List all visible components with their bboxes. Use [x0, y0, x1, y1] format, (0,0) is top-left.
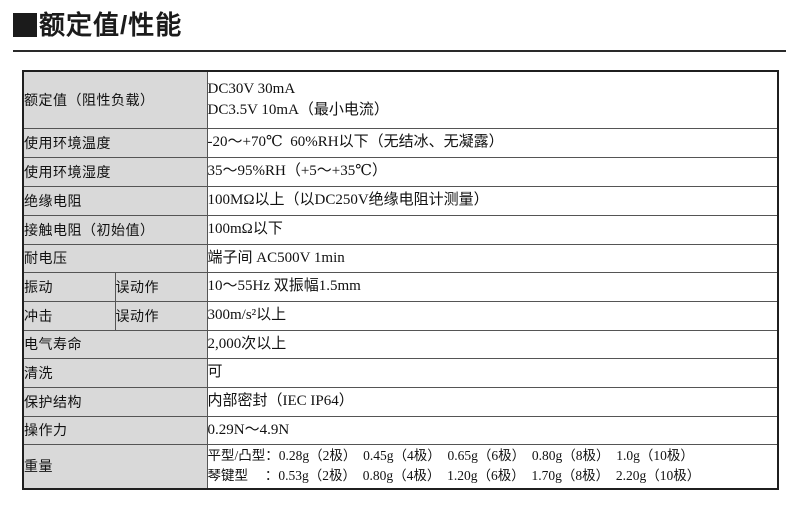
table-row: 清洗可 — [22, 357, 779, 388]
row-label: 耐电压 — [22, 243, 208, 273]
row-value: 2,000次以上 — [206, 329, 779, 359]
value-line: 端子间 AC500V 1min — [207, 249, 345, 266]
row-value: DC30V 30mA DC3.5V 10mA（最小电流） — [206, 70, 779, 129]
value-line: 300m/s²以上 — [207, 307, 287, 323]
table-row: 绝缘电阻 100MΩ以上（以DC250V绝缘电阻计测量） — [22, 185, 779, 216]
table-row: 重量 平型/凸型：0.28g（2极） 0.45g（4极） 0.65g（6极） 0.… — [22, 443, 779, 490]
row-label: 使用环境湿度 — [22, 156, 208, 187]
value-line: 0.29N～4.9N — [207, 421, 290, 438]
value-line: -20～+70℃ 60%RH以下（无结冰、无凝露） — [207, 134, 504, 150]
section-header: 额定值/性能 — [13, 11, 182, 39]
row-sublabel: 误动作 — [114, 271, 208, 302]
row-label: 电气寿命 — [22, 329, 208, 359]
value-line: DC30V 30mA — [207, 80, 296, 97]
table-row: 额定值（阻性负载） DC30V 30mA DC3.5V 10mA（最小电流） — [22, 70, 779, 129]
table-row: 电气寿命 2,000次以上 — [22, 329, 779, 359]
table-row: 操作力 0.29N～4.9N — [22, 415, 779, 445]
row-value: -20～+70℃ 60%RH以下（无结冰、无凝露） — [206, 127, 779, 158]
row-value: 100MΩ以上（以DC250V绝缘电阻计测量） — [206, 185, 779, 216]
value-line: 10～55Hz 双振幅1.5mm — [207, 278, 361, 294]
row-value: 300m/s²以上 — [206, 300, 779, 331]
row-label: 额定值（阻性负载） — [22, 70, 208, 129]
row-value: 端子间 AC500V 1min — [206, 243, 779, 273]
table-row: 耐电压 端子间 AC500V 1min — [22, 243, 779, 273]
row-label: 绝缘电阻 — [22, 185, 208, 216]
row-label: 冲击 — [22, 300, 116, 331]
row-label: 接触电阻（初始值） — [22, 214, 208, 245]
title-rule — [13, 50, 786, 52]
value-line: 琴键型 ：0.53g（2极） 0.80g（4极） 1.20g（6极） 1.70g… — [207, 468, 701, 484]
table-row: 振动 误动作 10～55Hz 双振幅1.5mm — [22, 271, 779, 302]
row-sublabel: 误动作 — [114, 300, 208, 331]
section-marker-icon — [13, 13, 37, 37]
row-value: 10～55Hz 双振幅1.5mm — [206, 271, 779, 302]
row-value: 100mΩ以下 — [206, 214, 779, 245]
value-line: 100mΩ以下 — [207, 221, 283, 237]
row-value: 0.29N～4.9N — [206, 415, 779, 445]
table-row: 使用环境湿度 35～95%RH（+5～+35℃） — [22, 156, 779, 187]
value-line: 内部密封（IEC IP64） — [207, 393, 354, 409]
value-line: 2,000次以上 — [207, 335, 287, 352]
row-label: 操作力 — [22, 415, 208, 445]
row-label: 保护结构 — [22, 386, 208, 417]
value-line: DC3.5V 10mA（最小电流） — [207, 101, 389, 118]
table-row: 使用环境温度 -20～+70℃ 60%RH以下（无结冰、无凝露） — [22, 127, 779, 158]
table-row: 接触电阻（初始值） 100mΩ以下 — [22, 214, 779, 245]
value-line: 平型/凸型：0.28g（2极） 0.45g（4极） 0.65g（6极） 0.80… — [207, 448, 694, 464]
row-label: 清洗 — [22, 357, 208, 388]
row-value: 可 — [206, 357, 779, 388]
page-title: 额定值/性能 — [39, 10, 183, 40]
spec-table: 额定值（阻性负载） DC30V 30mA DC3.5V 10mA（最小电流） 使用环境… — [22, 70, 779, 490]
row-label: 振动 — [22, 271, 116, 302]
value-line: 100MΩ以上（以DC250V绝缘电阻计测量） — [207, 192, 489, 208]
row-value: 35～95%RH（+5～+35℃） — [206, 156, 779, 187]
row-value: 内部密封（IEC IP64） — [206, 386, 779, 417]
spec-table-body: 额定值（阻性负载） DC30V 30mA DC3.5V 10mA（最小电流） 使用环境… — [22, 70, 779, 490]
value-line: 35～95%RH（+5～+35℃） — [207, 163, 388, 179]
row-label: 重量 — [22, 443, 208, 490]
value-line: 可 — [207, 364, 223, 380]
table-row: 保护结构 内部密封（IEC IP64） — [22, 386, 779, 417]
row-label: 使用环境温度 — [22, 127, 208, 158]
row-value: 平型/凸型：0.28g（2极） 0.45g（4极） 0.65g（6极） 0.80… — [206, 443, 779, 490]
table-row: 冲击 误动作 300m/s²以上 — [22, 300, 779, 331]
